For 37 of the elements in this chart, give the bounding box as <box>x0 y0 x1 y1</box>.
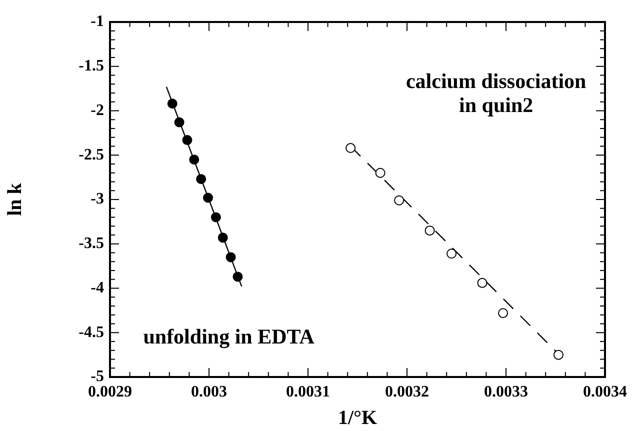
point <box>167 98 178 109</box>
x-tick-label: 0.0029 <box>88 384 132 401</box>
point <box>210 212 221 222</box>
point <box>189 154 200 165</box>
point <box>196 174 206 184</box>
x-tick-label: 0.0034 <box>583 384 627 401</box>
y-tick-label: -3 <box>90 190 104 208</box>
point <box>203 192 214 203</box>
x-tick-label: 0.0031 <box>286 384 330 401</box>
point <box>226 252 236 262</box>
y-tick-label: -3.5 <box>78 235 104 252</box>
y-tick-label: -5 <box>90 368 104 386</box>
point <box>182 135 192 146</box>
annotation: calcium dissociation in quin2 <box>406 68 587 117</box>
point <box>498 308 508 318</box>
point <box>446 248 457 259</box>
y-tick-label: -1.5 <box>78 58 104 75</box>
annotation: unfolding in EDTA <box>143 324 316 348</box>
y-tick-label: -2.5 <box>78 146 104 164</box>
y-axis-title: ln k <box>4 182 26 216</box>
point <box>218 232 228 243</box>
x-tick-label: 0.003 <box>191 384 227 401</box>
point <box>375 168 386 178</box>
y-tick-label: -4 <box>90 279 104 296</box>
x-tick-label: 0.0033 <box>484 384 528 401</box>
point <box>477 278 488 288</box>
y-tick-label: -1 <box>90 13 104 30</box>
point <box>424 226 435 236</box>
point <box>394 195 404 206</box>
x-tick-label: 0.0032 <box>385 384 429 401</box>
point <box>174 117 184 128</box>
y-tick-label: -4.5 <box>78 324 104 341</box>
point <box>346 143 356 154</box>
y-tick-label: -2 <box>90 102 104 119</box>
point <box>553 350 564 360</box>
point <box>232 272 243 282</box>
x-axis-title: 1/°K <box>338 407 378 430</box>
